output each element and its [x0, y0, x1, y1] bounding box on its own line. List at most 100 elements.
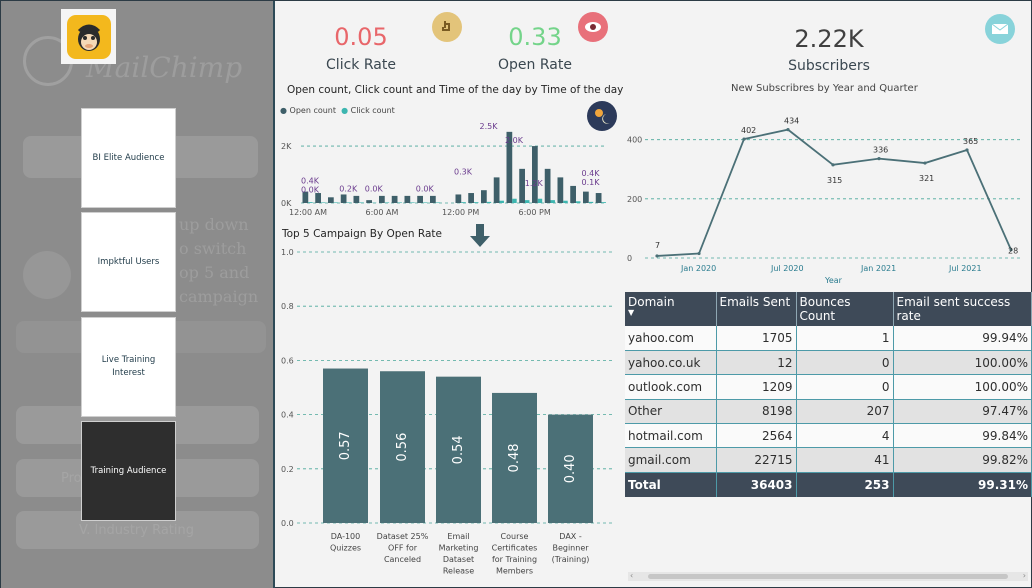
subscribers-chart: 400 200 0 7 402 434 315 336 321 365 28 Jan 2020 Jul … [627, 117, 1021, 285]
scrollbar-thumb[interactable] [648, 574, 1008, 579]
campaign-bar [548, 414, 593, 523]
open-count-bar [493, 177, 500, 203]
y-tick-label: 0.0 [281, 519, 294, 528]
y-tick-label: 0.8 [281, 302, 294, 311]
open-count-bar [353, 195, 360, 203]
subscribers-point [655, 254, 659, 258]
data-label: 0.0K [301, 186, 320, 195]
campaign-chart-title: Top 5 Campaign By Open Rate [282, 228, 442, 240]
col-success-rate[interactable]: Email sent success rate [893, 292, 1032, 326]
mailchimp-logo [61, 9, 116, 64]
y-tick-label: 200 [627, 195, 642, 204]
click-count-bar [435, 202, 441, 203]
click-count-bar [486, 201, 492, 203]
click-count-bar [308, 202, 313, 203]
subscribers-data-label: 321 [919, 174, 934, 183]
campaign-category-label: Dataset 25% OFF for Canceled [377, 532, 429, 564]
col-domain[interactable]: Domain ▼ [625, 292, 717, 326]
mailchimp-monkey-icon [66, 14, 111, 59]
data-label: 2.5K [480, 122, 499, 131]
x-tick-label: 12:00 PM [442, 208, 479, 217]
subscribers-point [697, 251, 701, 256]
y-tick-label: 0K [281, 199, 292, 208]
subscribers-chart-title: New Subscribres by Year and Quarter [731, 83, 918, 94]
open-rate-label: Open Rate [498, 57, 572, 73]
click-rate-value: 0.05 [334, 23, 388, 51]
open-click-legend: ● Open count ● Click count [280, 106, 395, 115]
col-emails-sent[interactable]: Emails Sent [716, 292, 797, 326]
domain-table: Domain ▼ Emails Sent Bounces Count Email … [625, 292, 1032, 497]
data-label: 2.0K [505, 136, 524, 145]
open-count-bar [544, 168, 551, 203]
click-count-bar [473, 202, 479, 203]
y-tick-label: 400 [627, 136, 642, 145]
campaign-bar [380, 371, 425, 523]
sort-desc-icon[interactable]: ▼ [628, 308, 635, 317]
open-rate-value: 0.33 [508, 23, 562, 51]
table-row[interactable]: gmail.com 22715 41 99.82% [625, 447, 1032, 473]
subscribers-value: 2.22K [794, 25, 864, 53]
table-row[interactable]: hotmail.com 2564 4 99.84% [625, 423, 1032, 449]
x-tick-label: Jan 2021 [860, 264, 896, 273]
click-count-bar [563, 200, 568, 203]
click-rate-label: Click Rate [326, 57, 396, 73]
subscribers-label: Subscribers [788, 58, 870, 74]
open-count-bar [328, 197, 334, 203]
y-tick-label: 1.0 [281, 248, 294, 257]
eye-icon [578, 12, 608, 42]
campaign-bar-label: 0.57 [338, 431, 353, 460]
y-tick-label: 0 [627, 254, 632, 263]
campaign-category-label: Course Certificates for Training Members [492, 532, 538, 576]
subscribers-point [786, 128, 790, 132]
subscribers-line [656, 128, 1012, 257]
x-tick-label: 6:00 AM [366, 208, 399, 217]
open-count-bar [404, 195, 411, 203]
open-count-bar [391, 195, 398, 203]
data-label: 0.1K [582, 178, 601, 187]
drill-down-arrow-icon[interactable] [469, 224, 491, 252]
subscribers-point [831, 163, 835, 167]
ghost-instructions: up down o switch op 5 and campaign [179, 215, 259, 306]
audience-training[interactable]: Training Audience [81, 421, 176, 521]
envelope-icon [985, 14, 1015, 44]
ghost-avatar [23, 251, 71, 299]
data-label: 0.2K [339, 184, 358, 193]
table-row[interactable]: Other 8198 207 97.47% [625, 399, 1032, 425]
table-row[interactable]: yahoo.co.uk 12 0 100.00% [625, 350, 1032, 376]
y-tick-label: 0.2 [281, 465, 294, 474]
panel-divider [273, 1, 275, 588]
campaign-bar-label: 0.40 [563, 454, 578, 483]
open-count-bar [468, 193, 474, 203]
click-count-bar [422, 202, 428, 203]
open-count-bar [506, 131, 513, 203]
click-count-bar [346, 202, 351, 203]
open-count-bar [379, 195, 385, 203]
subscribers-data-label: 336 [873, 146, 888, 155]
audience-bi-elite[interactable]: BI Elite Audience [81, 108, 176, 208]
data-label: 0.3K [454, 167, 473, 176]
click-count-bar [333, 202, 339, 203]
click-count-bar [537, 198, 543, 203]
col-bounces[interactable]: Bounces Count [796, 292, 894, 326]
audience-live-training[interactable]: Live Training Interest [81, 317, 176, 417]
table-row[interactable]: yahoo.com 1705 1 99.94% [625, 326, 1032, 351]
click-count-bar [410, 202, 415, 203]
click-count-bar [359, 202, 364, 203]
subscribers-point [1009, 248, 1013, 252]
subscribers-data-label: 7 [655, 241, 660, 250]
campaign-category-label: DA-100 Quizzes [330, 532, 361, 553]
table-horizontal-scrollbar[interactable]: ‹ › [628, 571, 1028, 581]
open-count-bar [570, 185, 576, 203]
table-row[interactable]: outlook.com 1209 0 100.00% [625, 374, 1032, 400]
open-count-bar [315, 193, 321, 203]
y-tick-label: 0.6 [281, 356, 294, 365]
click-count-bar [512, 198, 517, 203]
audience-slicer-panel: MailChimp up down o switch op 5 and campaig… [1, 1, 273, 588]
audience-impktful-users[interactable]: Impktful Users [81, 212, 176, 312]
open-count-bar [557, 177, 564, 203]
open-count-bar [519, 168, 525, 203]
subscribers-data-label: 28 [1008, 247, 1018, 256]
click-count-bar [588, 201, 594, 203]
subscribers-data-label: 434 [784, 117, 799, 126]
open-click-chart-title: Open count, Click count and Time of the … [287, 84, 624, 96]
